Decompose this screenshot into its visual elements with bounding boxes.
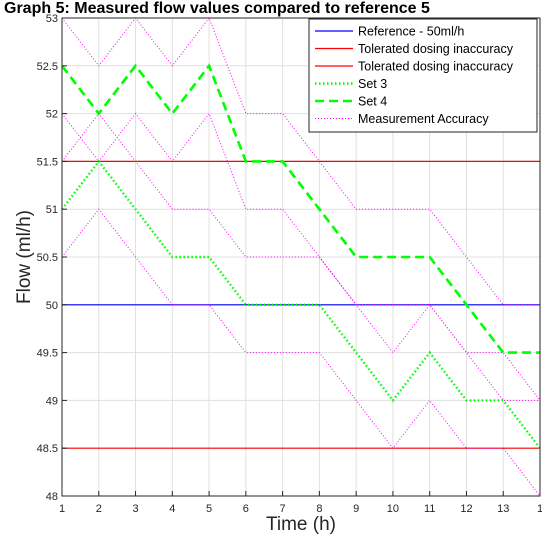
x-tick-label: 12	[460, 503, 472, 515]
legend-label: Set 4	[358, 95, 387, 109]
x-tick-label: 13	[497, 503, 509, 515]
x-tick-label: 10	[387, 503, 399, 515]
y-tick-label: 51	[46, 204, 58, 216]
legend-label: Reference - 50ml/h	[358, 25, 464, 39]
y-axis-label: Flow (ml/h)	[14, 210, 35, 304]
x-tick-label: 3	[132, 503, 138, 515]
x-tick-label: 11	[424, 503, 435, 515]
x-tick-label: 5	[206, 503, 212, 515]
legend: Reference - 50ml/h Tolerated dosing inacc…	[308, 18, 538, 133]
chart-title: Graph 5: Measured flow values compared t…	[4, 0, 430, 17]
x-tick-label: 6	[243, 503, 249, 515]
y-tick-label: 51.5	[37, 156, 58, 168]
series-line-7	[61, 16, 540, 306]
series-line-6	[61, 208, 541, 497]
x-tick-label: 1	[59, 503, 65, 515]
y-tick-label: 52	[46, 109, 58, 121]
series-line-4	[60, 63, 540, 354]
y-tick-label: 49	[46, 395, 58, 407]
x-tick-label: 2	[96, 503, 102, 515]
y-tick-label: 50.5	[37, 252, 58, 264]
legend-label: Tolerated dosing inaccuracy	[358, 42, 514, 56]
y-tick-label: 48.5	[37, 443, 58, 455]
x-tick-label: 7	[280, 503, 286, 515]
y-tick-label: 48	[46, 491, 58, 503]
legend-label: Measurement Accuracy	[358, 112, 489, 126]
y-tick-label: 53	[46, 13, 58, 25]
x-tick-label: 4	[169, 503, 175, 515]
series-line-8	[61, 112, 540, 401]
y-tick-label: 52.5	[37, 61, 58, 73]
x-axis-label: Time (h)	[266, 514, 336, 535]
y-tick-label: 49.5	[37, 348, 58, 360]
x-tick-label: 9	[353, 503, 359, 515]
series-line-3	[61, 159, 541, 449]
legend-label: Tolerated dosing inaccuracy	[358, 60, 514, 74]
legend-box	[308, 18, 538, 133]
x-tick-label: 8	[316, 503, 322, 515]
legend-label: Set 3	[358, 77, 387, 91]
y-tick-label: 50	[46, 300, 58, 312]
x-tick-label: 1	[537, 503, 542, 515]
tick-labels: 1 2 3 4 5 6 7 8 9 10 11 12 13 14848.54949.55050.55151…	[37, 13, 542, 515]
series-lines	[60, 16, 541, 497]
